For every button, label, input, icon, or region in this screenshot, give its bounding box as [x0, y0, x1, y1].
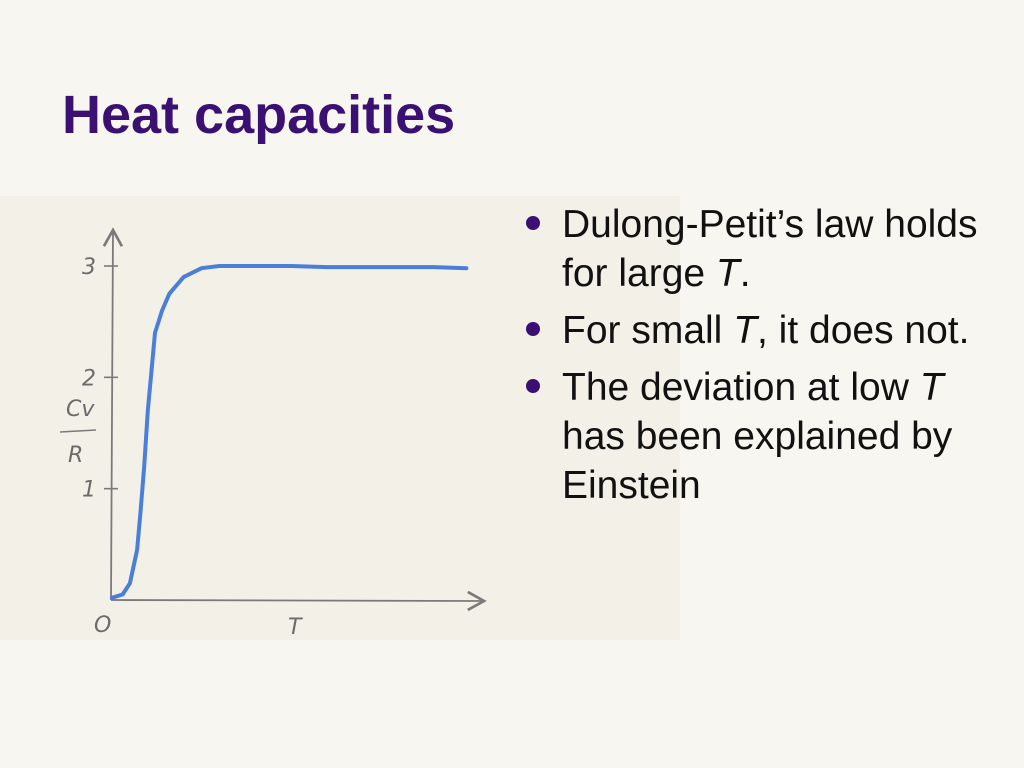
bullet-item: The deviation at low T has been explaine…	[522, 363, 992, 510]
bullet-text-italic: T	[715, 252, 740, 295]
bullet-dot-icon	[526, 322, 540, 336]
x-axis	[110, 590, 487, 612]
bullet-text-italic: T	[733, 309, 758, 352]
y-tick-label: 3	[82, 255, 96, 280]
bullet-text: For small	[562, 309, 734, 352]
y-axis-label-numerator: Cv	[66, 397, 95, 422]
heat-capacity-chart: 1 2 3 O T Cv R	[59, 227, 487, 640]
origin-label: O	[94, 613, 111, 638]
bullet-text-italic: T	[919, 366, 944, 409]
slide-title: Heat capacities	[62, 85, 456, 145]
y-tick-label: 1	[82, 478, 96, 503]
bullet-text: .	[739, 252, 751, 295]
bullet-item: Dulong-Petit’s law holds for large T.	[522, 200, 992, 298]
bullet-text: has been explained by Einstein	[562, 415, 953, 507]
bullet-item: For small T, it does not.	[522, 306, 992, 355]
bullet-text: Dulong-Petit’s law holds for large	[562, 203, 978, 295]
y-axis	[102, 227, 124, 601]
bullet-dot-icon	[526, 216, 540, 230]
heat-capacity-figure: 1 2 3 O T Cv R	[0, 196, 680, 640]
y-tick-layer: 1 2 3	[82, 255, 118, 503]
cv-over-r-series-line	[110, 264, 469, 600]
y-tick-label: 2	[82, 366, 96, 391]
bullet-text: , it does not.	[757, 309, 970, 352]
y-axis-label-fraction-bar	[59, 429, 97, 433]
x-axis-label: T	[288, 615, 303, 640]
bullet-text: The deviation at low	[562, 366, 920, 409]
bullet-list: Dulong-Petit’s law holds for large T. Fo…	[522, 200, 992, 518]
bullet-dot-icon	[526, 379, 540, 393]
y-axis-label-denominator: R	[68, 443, 83, 468]
